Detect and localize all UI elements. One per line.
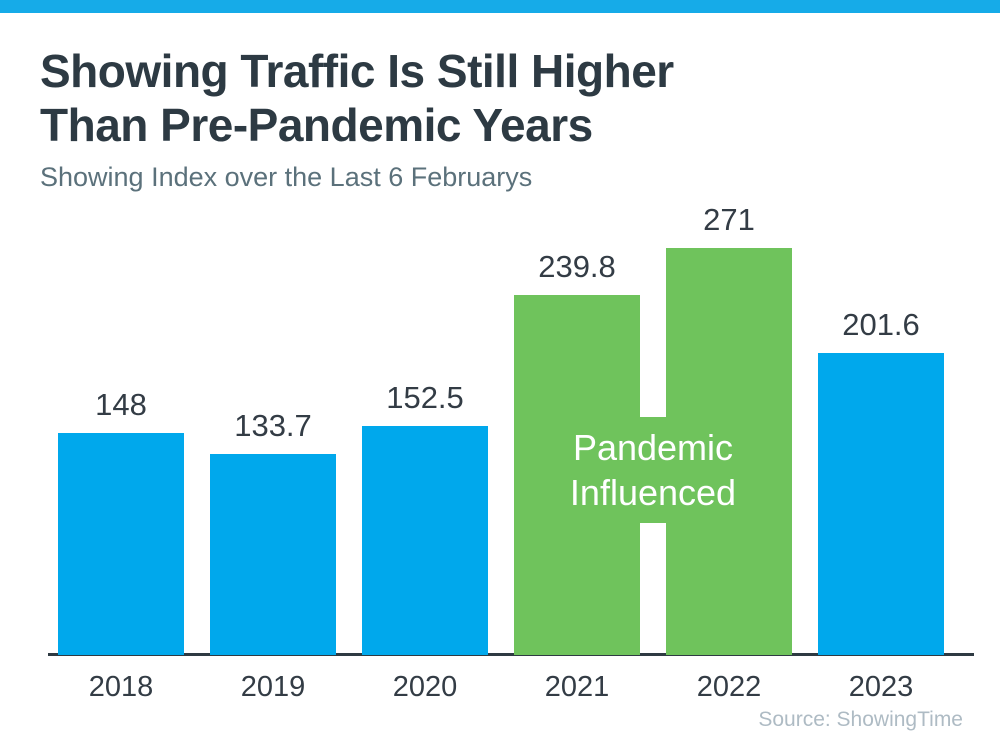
value-label-2019: 133.7	[234, 408, 312, 443]
bar-2023	[818, 353, 944, 655]
bar-2019	[210, 454, 336, 655]
value-label-2022: 271	[703, 202, 755, 237]
chart-title-line-1: Showing Traffic Is Still Higher	[40, 45, 674, 97]
pandemic-annotation-line-2: Influenced	[569, 472, 737, 513]
year-label-2023: 2023	[848, 671, 914, 703]
year-label-2020: 2020	[392, 671, 458, 703]
pandemic-annotation-line-1: Pandemic	[572, 427, 734, 468]
chart-title-line-2: Than Pre-Pandemic Years	[40, 99, 593, 151]
chart-subtitle: Showing Index over the Last 6 Februarys	[40, 162, 533, 192]
bar-2020	[362, 426, 488, 655]
bar-2018	[58, 433, 184, 655]
value-label-2023: 201.6	[842, 307, 920, 342]
year-label-2018: 2018	[88, 671, 154, 703]
value-label-2020: 152.5	[386, 380, 464, 415]
year-label-2022: 2022	[696, 671, 762, 703]
year-label-2019: 2019	[240, 671, 306, 703]
pandemic-annotation: Pandemic Influenced	[514, 417, 792, 523]
x-axis-line	[48, 653, 974, 656]
accent-strip	[0, 0, 1000, 13]
chart-title: Showing Traffic Is Still Higher Than Pre…	[40, 44, 674, 152]
source-credit: Source: ShowingTime	[758, 708, 963, 731]
year-label-2021: 2021	[544, 671, 610, 703]
value-label-2018: 148	[95, 387, 147, 422]
value-label-2021: 239.8	[538, 249, 616, 284]
